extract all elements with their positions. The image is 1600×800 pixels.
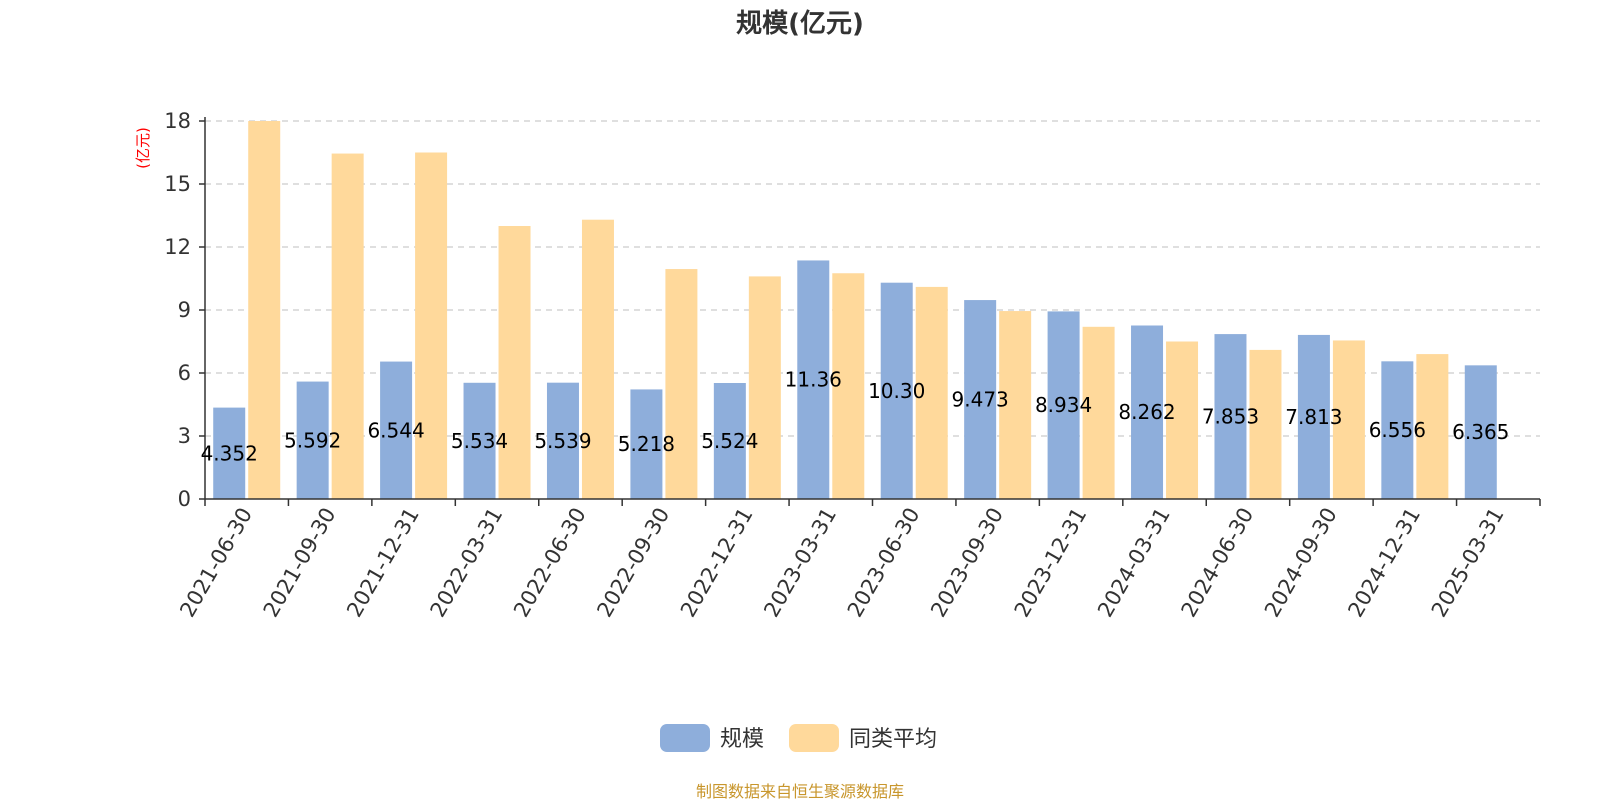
data-label: 5.524 <box>701 429 758 453</box>
legend-item-peer-average[interactable]: 同类平均 <box>789 724 937 752</box>
bar-peer-average <box>1249 349 1282 499</box>
data-label: 7.813 <box>1285 405 1342 429</box>
x-tick-label: 2021-09-30 <box>259 504 341 622</box>
data-label: 9.473 <box>952 388 1009 412</box>
data-label: 11.36 <box>785 368 842 392</box>
data-label: 8.934 <box>1035 393 1092 417</box>
bars <box>213 121 1497 500</box>
data-labels: 4.352 5.592 6.544 5.534 5.539 5.218 5.524 11.36… <box>201 368 1510 466</box>
bar-peer-average <box>1332 340 1365 499</box>
x-tick-label: 2024-03-31 <box>1093 504 1175 622</box>
bar-peer-average <box>248 121 281 499</box>
source-note: 制图数据来自恒生聚源数据库 <box>696 782 904 800</box>
y-tick-label: 18 <box>164 109 191 133</box>
bar-scale <box>964 300 997 499</box>
bar-scale <box>880 282 913 499</box>
legend[interactable]: 规模 同类平均 <box>660 724 937 752</box>
bar-scale <box>713 382 746 499</box>
data-label: 5.218 <box>618 432 675 456</box>
x-tick-label: 2024-12-31 <box>1343 504 1425 622</box>
bar-scale <box>1464 365 1497 499</box>
data-label: 10.30 <box>868 379 925 403</box>
bar-peer-average <box>415 152 448 499</box>
bar-scale <box>213 407 246 499</box>
bar-scale <box>463 382 496 499</box>
bar-peer-average <box>1166 341 1199 499</box>
legend-item-scale[interactable]: 规模 <box>660 724 764 752</box>
bar-peer-average <box>999 311 1032 499</box>
x-tick-label: 2023-06-30 <box>843 504 925 622</box>
data-label: 5.534 <box>451 429 508 453</box>
bar-scale <box>797 260 830 499</box>
y-tick-label: 15 <box>164 172 191 196</box>
y-tick-label: 0 <box>178 487 191 511</box>
x-tick-label: 2023-03-31 <box>759 504 841 622</box>
x-tick-label: 2022-03-31 <box>426 504 508 622</box>
legend-swatch <box>789 724 839 752</box>
x-tick-label: 2023-09-30 <box>926 504 1008 622</box>
bar-peer-average <box>915 286 948 499</box>
chart-title: 规模(亿元) <box>736 9 864 39</box>
y-tick-label: 3 <box>178 424 191 448</box>
x-tick-label: 2022-12-31 <box>676 504 758 622</box>
data-label: 6.544 <box>367 418 424 442</box>
bar-scale <box>1297 334 1330 499</box>
legend-swatch <box>660 724 710 752</box>
bar-peer-average <box>581 219 614 499</box>
bar-peer-average <box>832 273 865 499</box>
bar-peer-average <box>498 226 531 499</box>
x-tick-label: 2021-12-31 <box>342 504 424 622</box>
bar-scale <box>1381 361 1414 499</box>
x-tick-label: 2021-06-30 <box>175 504 257 622</box>
x-tick-label: 2023-12-31 <box>1010 504 1092 622</box>
bar-peer-average <box>665 269 698 499</box>
legend-label: 同类平均 <box>849 727 937 752</box>
x-tick-label: 2022-06-30 <box>509 504 591 622</box>
y-axis-unit-label: (亿元) <box>134 127 152 169</box>
y-tick-label: 6 <box>178 361 191 385</box>
y-tick-label: 9 <box>178 298 191 322</box>
data-label: 4.352 <box>201 441 258 465</box>
bar-peer-average <box>748 276 781 499</box>
x-tick-label: 2024-09-30 <box>1260 504 1342 622</box>
data-label: 5.592 <box>284 428 341 452</box>
bar-scale <box>546 382 579 499</box>
data-label: 5.539 <box>534 429 591 453</box>
data-label: 7.853 <box>1202 405 1259 429</box>
legend-label: 规模 <box>720 727 764 752</box>
data-label: 6.365 <box>1452 420 1509 444</box>
x-tick-label: 2022-09-30 <box>592 504 674 622</box>
data-label: 8.262 <box>1118 400 1175 424</box>
bar-scale <box>380 361 413 499</box>
bar-peer-average <box>331 153 364 500</box>
y-tick-label: 12 <box>164 235 191 259</box>
x-tick-label: 2024-06-30 <box>1176 504 1258 622</box>
bar-scale <box>1131 325 1164 499</box>
bar-scale <box>630 389 663 499</box>
bar-scale <box>1214 334 1247 499</box>
bar-scale <box>1047 311 1080 499</box>
bar-peer-average <box>1082 326 1115 499</box>
bar-peer-average <box>1416 354 1449 499</box>
x-tick-label: 2025-03-31 <box>1427 504 1509 622</box>
data-label: 6.556 <box>1369 418 1426 442</box>
bar-scale <box>296 381 329 499</box>
